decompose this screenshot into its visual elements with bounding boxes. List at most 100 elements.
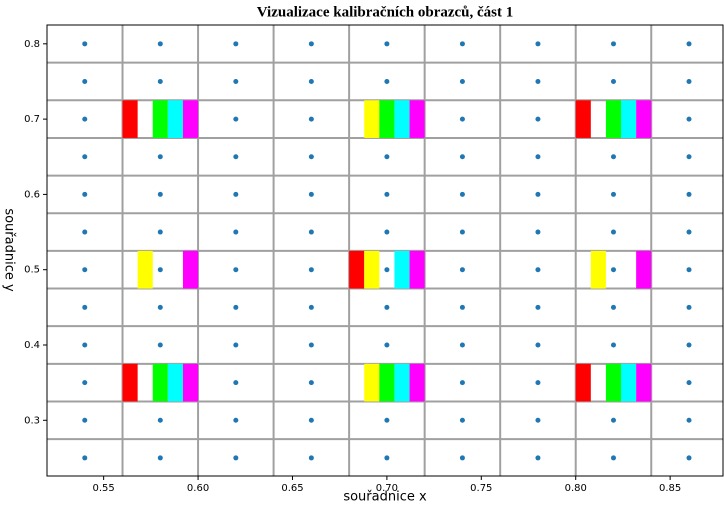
point <box>459 154 465 160</box>
calibration-rect <box>182 100 199 138</box>
point <box>82 41 88 47</box>
x-tick-label: 0.80 <box>565 483 587 494</box>
point <box>384 41 390 47</box>
point <box>535 41 541 47</box>
point <box>535 229 541 235</box>
calibration-rect <box>152 363 168 402</box>
point <box>82 78 88 84</box>
calibration-rect <box>122 100 138 138</box>
calibration-rect <box>409 363 425 402</box>
point <box>308 41 314 47</box>
point <box>308 417 314 423</box>
y-axis-label: souřadnice y <box>2 208 17 292</box>
calibration-rect <box>182 363 199 402</box>
calibration-rect <box>152 100 168 138</box>
calibration-rect <box>364 100 380 138</box>
point <box>459 304 465 310</box>
point <box>535 417 541 423</box>
point <box>82 229 88 235</box>
point <box>157 304 163 310</box>
point <box>459 229 465 235</box>
calibration-rect <box>349 250 365 289</box>
x-tick-label: 0.75 <box>470 483 492 494</box>
chart-title: Vizualizace kalibračních obrazců, část 1 <box>257 4 514 20</box>
point <box>384 78 390 84</box>
point <box>686 455 692 461</box>
point <box>82 267 88 273</box>
point <box>308 342 314 348</box>
calibration-rect <box>364 363 380 402</box>
point <box>82 116 88 122</box>
point <box>308 191 314 197</box>
point <box>308 455 314 461</box>
point <box>610 191 616 197</box>
point <box>535 455 541 461</box>
point <box>459 78 465 84</box>
point <box>233 116 239 122</box>
y-tick-label: 0.7 <box>24 114 40 125</box>
point <box>157 417 163 423</box>
y-tick-label: 0.3 <box>24 415 40 426</box>
calibration-rect <box>575 363 591 402</box>
point <box>384 304 390 310</box>
plot-frame <box>46 24 724 477</box>
calibration-rect <box>394 250 410 289</box>
calibration-rect <box>621 100 637 138</box>
point <box>233 229 239 235</box>
point <box>157 229 163 235</box>
calibration-rect <box>590 250 606 289</box>
calibration-rect <box>636 100 652 138</box>
point <box>459 267 465 273</box>
point <box>82 417 88 423</box>
point <box>157 267 163 273</box>
point <box>686 229 692 235</box>
point <box>535 267 541 273</box>
point <box>233 41 239 47</box>
point <box>686 342 692 348</box>
point <box>686 304 692 310</box>
point <box>157 342 163 348</box>
calibration-rect <box>605 363 622 402</box>
point <box>610 304 616 310</box>
point <box>384 417 390 423</box>
point <box>82 154 88 160</box>
point <box>308 380 314 386</box>
point <box>384 191 390 197</box>
point <box>233 417 239 423</box>
point <box>686 154 692 160</box>
point <box>233 78 239 84</box>
point <box>686 116 692 122</box>
point <box>82 342 88 348</box>
point <box>233 154 239 160</box>
x-tick-label: 0.55 <box>93 483 115 494</box>
point <box>610 267 616 273</box>
calibration-rect <box>636 363 652 402</box>
point <box>82 304 88 310</box>
point <box>384 342 390 348</box>
point <box>384 267 390 273</box>
point <box>157 154 163 160</box>
point <box>384 229 390 235</box>
point <box>535 116 541 122</box>
x-tick-label: 0.65 <box>281 483 303 494</box>
point <box>308 116 314 122</box>
x-tick-label: 0.85 <box>659 483 681 494</box>
point <box>459 116 465 122</box>
point <box>233 191 239 197</box>
point <box>610 455 616 461</box>
point <box>610 342 616 348</box>
point <box>686 191 692 197</box>
point <box>233 342 239 348</box>
point <box>610 229 616 235</box>
calibration-rect <box>394 100 410 138</box>
calibration-rect <box>122 363 138 402</box>
point <box>459 380 465 386</box>
point <box>308 78 314 84</box>
calibration-rect <box>621 363 637 402</box>
calibration-rect <box>137 250 153 289</box>
point <box>233 380 239 386</box>
point <box>308 229 314 235</box>
point <box>535 78 541 84</box>
